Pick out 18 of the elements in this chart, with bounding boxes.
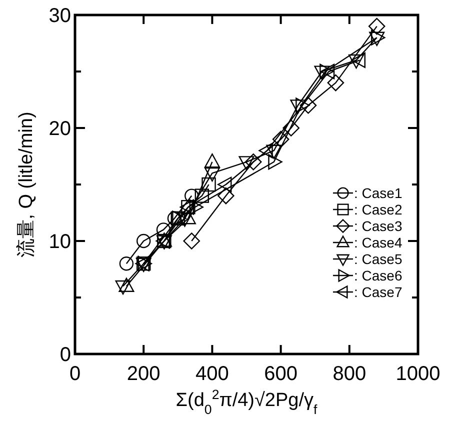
y-tick-label: 0 xyxy=(60,344,71,366)
x-tick-label: 600 xyxy=(264,363,298,385)
legend-label: : Case6 xyxy=(354,268,402,284)
x-tick-label: 400 xyxy=(196,363,229,385)
legend-label: : Case2 xyxy=(354,202,402,218)
x-tick-label: 200 xyxy=(126,363,160,385)
x-axis-title: Σ(d$_{0}$$^{2}$π/4)√2Pg/γ$_{f}$ xyxy=(176,386,318,416)
y-tick-label: 10 xyxy=(48,231,71,253)
legend-label: : Case1 xyxy=(354,185,402,201)
x-tick-label: 800 xyxy=(332,363,366,385)
y-axis-title: 流量, Q (litle/min) xyxy=(15,112,37,258)
x-tick-label: 1000 xyxy=(396,363,440,385)
legend-label: : Case7 xyxy=(354,284,402,300)
legend-label: : Case4 xyxy=(354,234,402,250)
y-tick-label: 30 xyxy=(48,5,71,27)
y-tick-label: 20 xyxy=(48,118,71,140)
legend-label: : Case5 xyxy=(354,251,402,267)
legend-label: : Case3 xyxy=(354,218,402,234)
